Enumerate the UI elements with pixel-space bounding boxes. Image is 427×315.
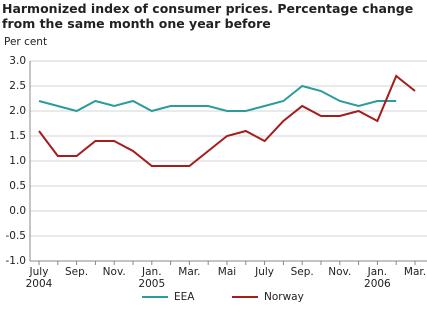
series-line — [38, 84, 397, 113]
y-axis-label: Per cent — [4, 36, 48, 48]
x-tick-label: July — [255, 266, 275, 278]
x-tick-label: July 2004 — [25, 266, 53, 290]
x-tick-label: Mar. — [178, 266, 201, 278]
y-tick-label: 1.0 — [9, 155, 26, 167]
y-tick-label: 0.0 — [9, 205, 26, 217]
series-line — [38, 74, 416, 167]
x-tick-label: Mar. — [403, 266, 427, 278]
x-tick-label: Jan. 2005 — [138, 266, 166, 290]
y-tick-label: -0.5 — [6, 230, 27, 242]
x-tick-label: Nov. — [102, 266, 126, 278]
legend-label: Norway — [264, 291, 304, 303]
x-tick-label: Sep. — [290, 266, 314, 278]
y-tick-label: 1.5 — [9, 130, 26, 142]
y-tick-label: -1.0 — [6, 255, 27, 267]
y-tick-label: 2.0 — [9, 105, 26, 117]
chart-title: Harmonized index of consumer prices. Per… — [2, 1, 414, 31]
y-tick-label: 3.0 — [9, 55, 26, 67]
x-tick-label: Sep. — [65, 266, 89, 278]
y-tick-label: 0.5 — [9, 180, 26, 192]
x-tick-label: Nov. — [328, 266, 352, 278]
y-tick-label: 2.5 — [9, 80, 26, 92]
legend-label: EEA — [174, 291, 195, 303]
x-tick-label: Jan. 2006 — [364, 266, 391, 290]
x-tick-label: Mai — [217, 266, 237, 278]
